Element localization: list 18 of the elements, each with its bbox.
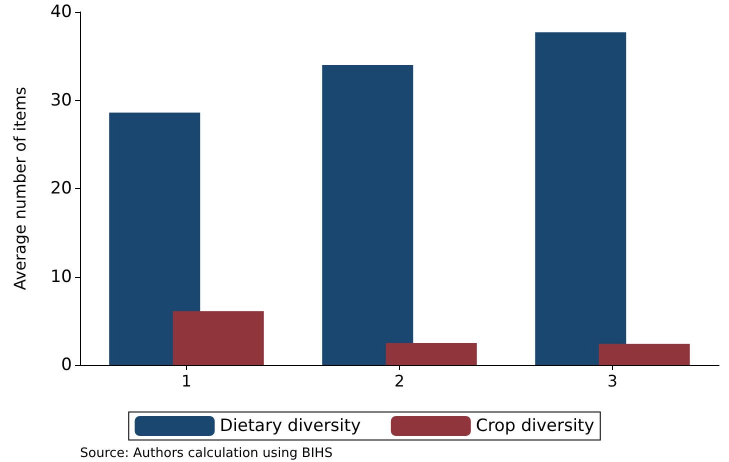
legend-label: Dietary diversity <box>220 416 361 436</box>
source-note: Source: Authors calculation using BIHS <box>80 446 333 461</box>
y-tick-label: 0 <box>61 355 72 375</box>
x-tick-label: 3 <box>607 372 618 390</box>
y-axis-title: Average number of items <box>10 86 30 290</box>
y-tick-label: 40 <box>50 2 72 22</box>
x-tick-label: 1 <box>181 372 192 390</box>
bar <box>598 344 690 365</box>
y-tick-label: 30 <box>50 90 72 110</box>
y-tick-label: 20 <box>50 178 72 198</box>
y-tick-label: 10 <box>50 266 72 287</box>
legend-label: Crop diversity <box>476 416 594 436</box>
bar <box>172 311 264 365</box>
bar <box>535 32 626 365</box>
bar <box>322 64 414 365</box>
x-tick-label: 2 <box>394 372 405 390</box>
bar <box>386 342 477 365</box>
bar <box>109 112 200 365</box>
